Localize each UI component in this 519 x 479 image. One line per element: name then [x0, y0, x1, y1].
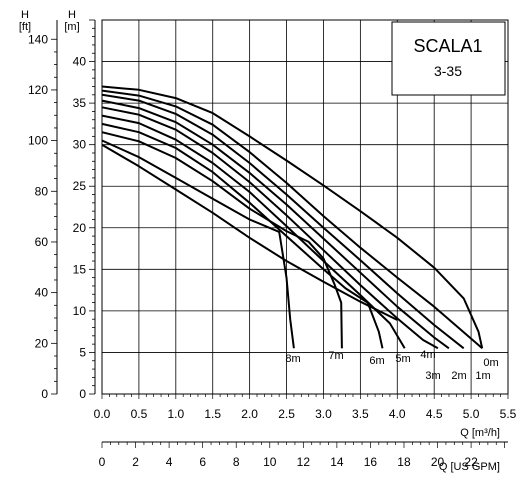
x-tick-label-usgpm: 10	[263, 455, 277, 469]
curve-label-0m: 0m	[483, 357, 498, 369]
y-tick-label-m: 20	[73, 221, 87, 235]
chart-subtitle: 3-35	[434, 63, 462, 79]
x-tick-label-m3h: 3.5	[352, 407, 369, 421]
y-tick-label-m: 15	[73, 262, 87, 276]
ylabel-ft-line: H	[21, 9, 29, 21]
x-tick-label-usgpm: 16	[364, 455, 378, 469]
x-tick-label-m3h: 2.5	[278, 407, 295, 421]
title-box: SCALA1 3-35	[391, 21, 506, 96]
x-tick-label-usgpm: 20	[431, 455, 445, 469]
x-tick-label-m3h: 1.0	[167, 407, 184, 421]
x-tick-label-usgpm: 8	[233, 455, 240, 469]
x-axis-title-m3h: Q [m³/h]	[460, 427, 500, 439]
x-tick-label-usgpm: 12	[297, 455, 311, 469]
y-tick-label-m: 10	[73, 304, 87, 318]
x-tick-label-usgpm: 4	[166, 455, 173, 469]
x-tick-label-m3h: 0.0	[94, 407, 111, 421]
x-tick-label-m3h: 5.0	[463, 407, 480, 421]
x-tick-label-m3h: 4.0	[389, 407, 406, 421]
curve-label-4m: 4m	[420, 349, 435, 361]
curve-4m	[101, 106, 439, 350]
curve-label-1m: 1m	[475, 370, 490, 382]
y-tick-label-m: 25	[73, 179, 87, 193]
x-tick-label-usgpm: 18	[397, 455, 411, 469]
x-tick-label-m3h: 2.0	[241, 407, 258, 421]
y-axis-title-ft: H [ft]	[19, 9, 31, 33]
y-axis-title-m: H [m]	[64, 9, 79, 33]
y-tick-label-ft: 40	[35, 286, 49, 300]
y-tick-label-m: 35	[73, 96, 87, 110]
curves	[101, 85, 484, 350]
x-tick-label-m3h: 5.5	[500, 407, 517, 421]
x-tick-label-m3h: 1.5	[204, 407, 221, 421]
plot-frame	[101, 19, 509, 395]
curve-label-2m: 2m	[451, 370, 466, 382]
chart-title: SCALA1	[413, 36, 482, 56]
y-tick-label-m: 5	[79, 345, 86, 359]
y-tick-label-m: 40	[73, 55, 87, 69]
x-tick-label-usgpm: 0	[99, 455, 106, 469]
x-tick-label-usgpm: 22	[464, 455, 478, 469]
curve-label-6m: 6m	[369, 355, 384, 367]
curve-label-8m: 8m	[285, 353, 300, 365]
x-axis-title-usgpm: Q [US GPM]	[439, 461, 500, 473]
y-tick-label-ft: 20	[35, 336, 49, 350]
curve-1m	[101, 89, 483, 350]
y-tick-label-ft: 100	[28, 134, 48, 148]
curve-7m	[101, 131, 343, 349]
curve-2m	[101, 93, 465, 350]
y-tick-label-ft: 80	[35, 184, 49, 198]
x-tick-label-m3h: 0.5	[131, 407, 148, 421]
curve-3m	[101, 99, 450, 350]
x-tick-label-usgpm: 2	[132, 455, 139, 469]
curve-label-7m: 7m	[328, 350, 343, 362]
curve-unnamed	[101, 143, 398, 321]
x-tick-label-usgpm: 14	[330, 455, 344, 469]
curve-label-3m: 3m	[425, 370, 440, 382]
curve-0m	[101, 85, 484, 349]
x-tick-label-m3h: 4.5	[426, 407, 443, 421]
x-tick-label-usgpm: 6	[199, 455, 206, 469]
curve-8m	[101, 139, 295, 349]
y-tick-label-ft: 0	[41, 387, 48, 401]
ylabel-ft-line: [ft]	[19, 21, 31, 33]
y-tick-label-ft: 140	[28, 32, 48, 46]
y-tick-label-ft: 120	[28, 83, 48, 97]
y-tick-label-m: 0	[79, 387, 86, 401]
curve-6m	[101, 122, 384, 349]
curve-5m	[101, 114, 406, 349]
x-tick-label-m3h: 3.0	[315, 407, 332, 421]
y-tick-label-m: 30	[73, 138, 87, 152]
y-tick-label-ft: 60	[35, 235, 49, 249]
curve-label-5m: 5m	[395, 353, 410, 365]
ylabel-m-line: [m]	[64, 21, 79, 33]
ylabel-m-line: H	[68, 9, 76, 21]
